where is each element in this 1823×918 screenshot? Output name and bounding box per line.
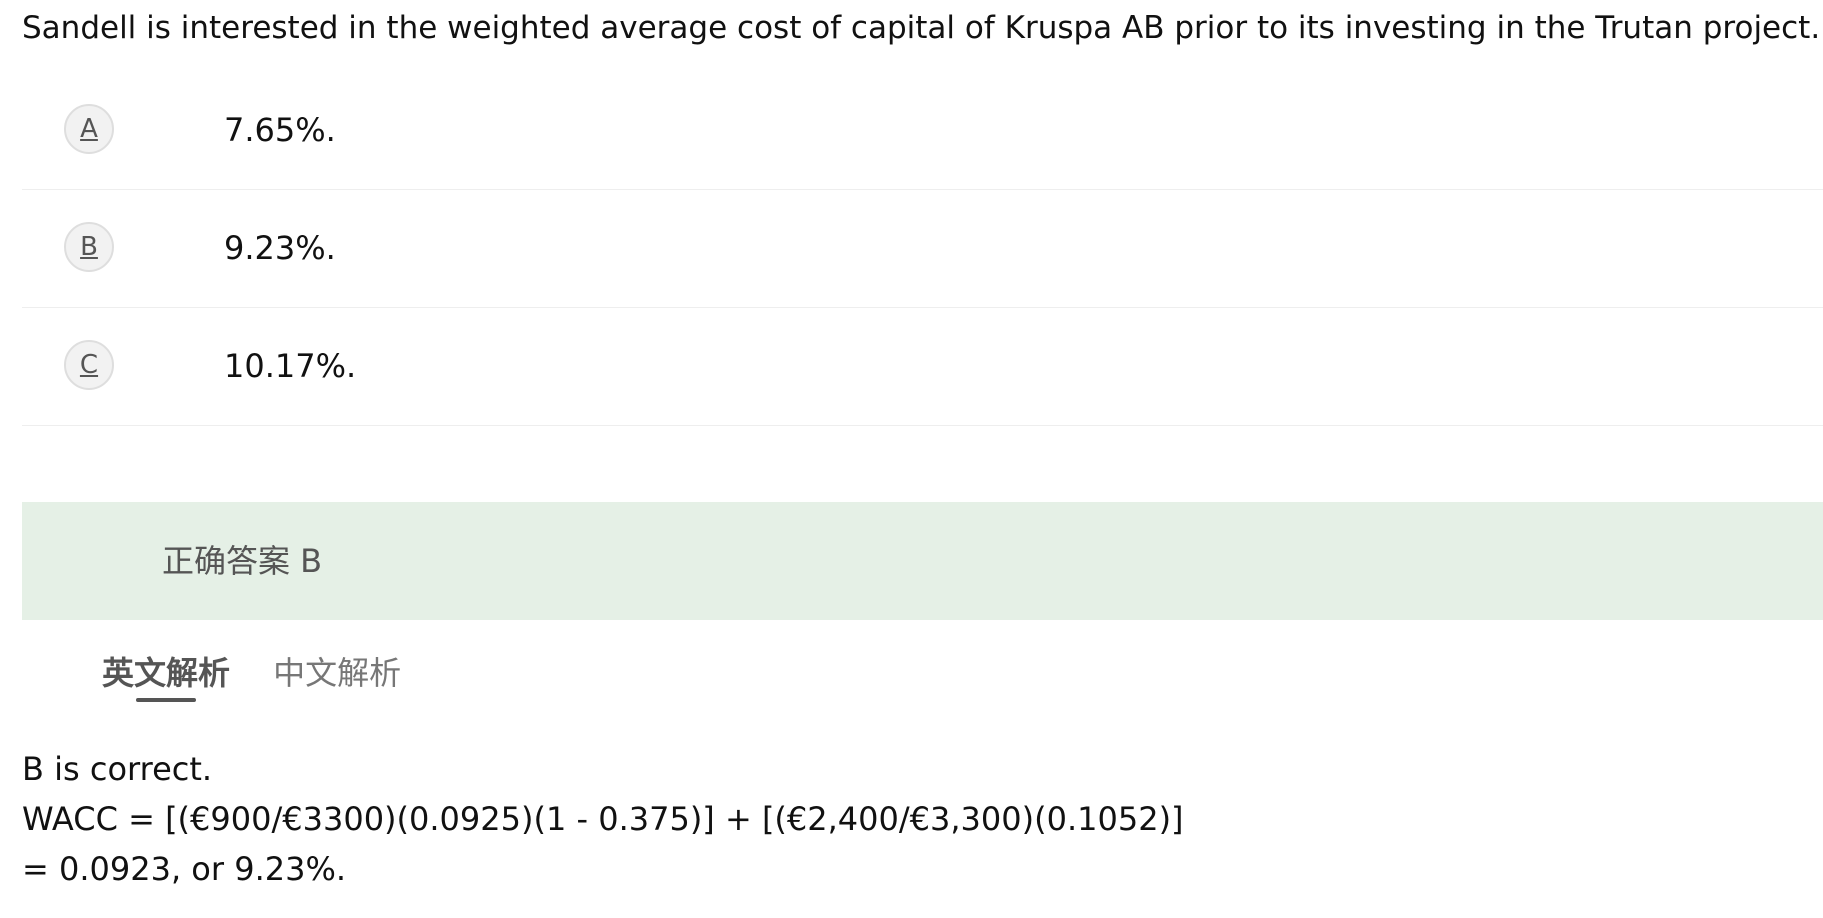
tab-english-explanation[interactable]: 英文解析 — [102, 648, 231, 702]
explanation-line: B is correct. — [22, 750, 213, 788]
option-text: 7.65%. — [224, 111, 336, 149]
active-tab-indicator — [136, 698, 197, 702]
option-letter-badge: B — [64, 222, 114, 272]
question-text: Sandell is interested in the weighted av… — [22, 10, 1823, 46]
explanation-line: = 0.0923, or 9.23%. — [22, 850, 347, 888]
tab-chinese-explanation[interactable]: 中文解析 — [273, 648, 401, 698]
correct-answer-banner: 正确答案 B — [22, 502, 1823, 620]
tab-label: 中文解析 — [273, 654, 402, 692]
option-text: 9.23%. — [224, 229, 336, 267]
correct-answer-label: 正确答案 B — [162, 542, 323, 580]
tab-label: 英文解析 — [102, 654, 231, 692]
option-a[interactable]: A 7.65%. — [22, 72, 1823, 190]
explanation-line: WACC = [(€900/€3300)(0.0925)(1 - 0.375)]… — [22, 800, 1184, 838]
option-b[interactable]: B 9.23%. — [22, 190, 1823, 308]
option-text: 10.17%. — [224, 347, 357, 385]
explanation-tabs: 英文解析 中文解析 — [102, 648, 439, 708]
option-letter-badge: A — [64, 104, 114, 154]
option-c[interactable]: C 10.17%. — [22, 308, 1823, 426]
option-letter-badge: C — [64, 340, 114, 390]
options-list: A 7.65%. B 9.23%. C 10.17%. — [22, 72, 1823, 426]
explanation-body: B is correct. WACC = [(€900/€3300)(0.092… — [22, 744, 1184, 894]
